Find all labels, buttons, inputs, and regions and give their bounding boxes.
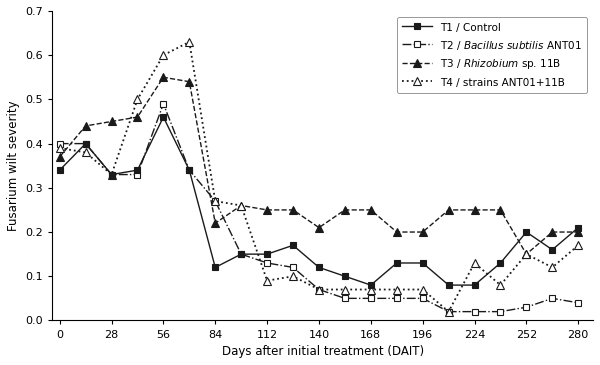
Y-axis label: Fusarium wilt severity: Fusarium wilt severity <box>7 100 20 231</box>
X-axis label: Days after initial treatment (DAIT): Days after initial treatment (DAIT) <box>221 345 424 358</box>
Legend: T1 / Control, T2 / $\it{Bacillus\ subtilis}$ ANT01, T3 / $\it{Rhizobium}$ sp. 11: T1 / Control, T2 / $\it{Bacillus\ subtil… <box>397 17 587 93</box>
